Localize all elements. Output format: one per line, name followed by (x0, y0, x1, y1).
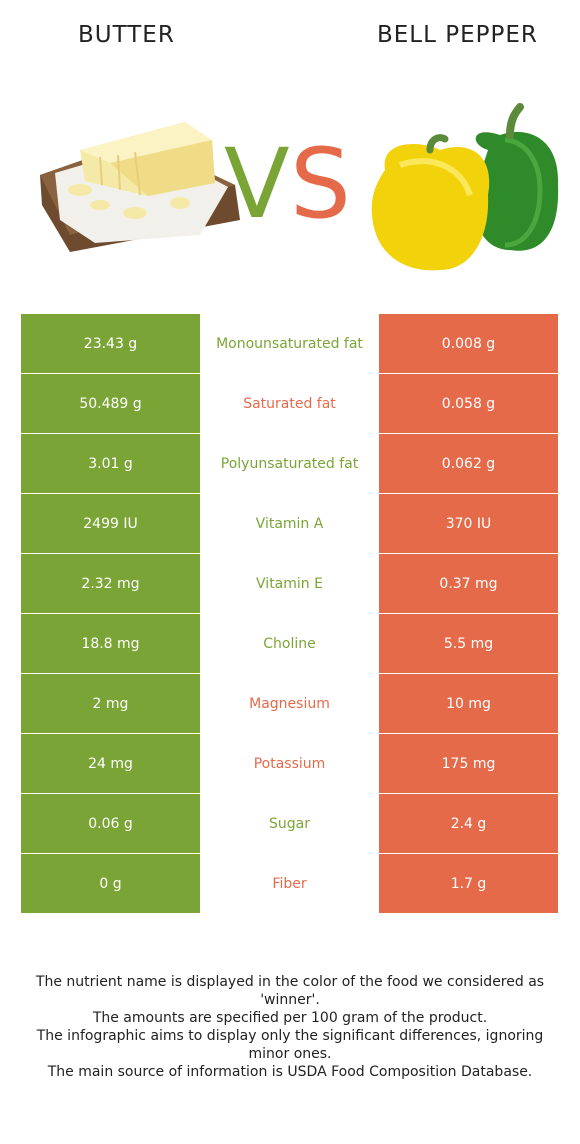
table-row: 18.8 mg Choline 5.5 mg (21, 613, 558, 674)
table-row: 23.43 g Monounsaturated fat 0.008 g (21, 314, 558, 374)
food-title-butter: BUTTER (78, 22, 175, 48)
table-row: 2 mg Magnesium 10 mg (21, 673, 558, 734)
footnote-amounts: The amounts are specified per 100 gram o… (92, 1010, 488, 1026)
butter-value: 0.06 g (21, 793, 200, 854)
butter-value: 2.32 mg (21, 553, 200, 614)
nutrient-name: Sugar (200, 793, 379, 854)
nutrient-name: Vitamin E (200, 553, 379, 614)
bell-pepper-value: 2.4 g (379, 793, 558, 854)
vs-s-letter: S (290, 128, 351, 240)
nutrient-name: Choline (200, 613, 379, 674)
table-row: 2499 IU Vitamin A 370 IU (21, 493, 558, 554)
nutrient-name: Monounsaturated fat (200, 314, 379, 374)
footnote-source: The main source of information is USDA F… (47, 1064, 533, 1080)
bell-pepper-image (371, 103, 559, 271)
footnotes: The nutrient name is displayed in the co… (20, 973, 560, 1081)
butter-value: 50.489 g (21, 373, 200, 434)
nutrient-name: Fiber (200, 853, 379, 914)
table-row: 3.01 g Polyunsaturated fat 0.062 g (21, 433, 558, 494)
footnote-differences: The infographic aims to display only the… (36, 1028, 544, 1062)
nutrient-name: Polyunsaturated fat (200, 433, 379, 494)
bell-pepper-value: 175 mg (379, 733, 558, 794)
nutrient-name: Magnesium (200, 673, 379, 734)
butter-value: 3.01 g (21, 433, 200, 494)
table-row: 0 g Fiber 1.7 g (21, 853, 558, 914)
bell-pepper-value: 0.062 g (379, 433, 558, 494)
hero-images: V S (40, 103, 559, 271)
butter-image (40, 122, 240, 252)
bell-pepper-value: 370 IU (379, 493, 558, 554)
butter-value: 18.8 mg (21, 613, 200, 674)
table-row: 24 mg Potassium 175 mg (21, 733, 558, 794)
bell-pepper-value: 10 mg (379, 673, 558, 734)
nutrient-name: Vitamin A (200, 493, 379, 554)
bell-pepper-value: 0.37 mg (379, 553, 558, 614)
bell-pepper-value: 0.008 g (379, 314, 558, 374)
nutrient-name: Saturated fat (200, 373, 379, 434)
butter-value: 2 mg (21, 673, 200, 734)
bell-pepper-value: 0.058 g (379, 373, 558, 434)
table-row: 2.32 mg Vitamin E 0.37 mg (21, 553, 558, 614)
butter-value: 2499 IU (21, 493, 200, 554)
bell-pepper-value: 1.7 g (379, 853, 558, 914)
food-title-bell-pepper: BELL PEPPER (377, 22, 538, 48)
butter-value: 23.43 g (21, 314, 200, 374)
bell-pepper-value: 5.5 mg (379, 613, 558, 674)
table-row: 50.489 g Saturated fat 0.058 g (21, 373, 558, 434)
comparison-table: 23.43 g Monounsaturated fat 0.008 g 50.489 … (21, 314, 558, 914)
footnote-winner: The nutrient name is displayed in the co… (35, 974, 545, 1008)
vs-v-letter: V (224, 128, 290, 240)
butter-value: 24 mg (21, 733, 200, 794)
butter-value: 0 g (21, 853, 200, 914)
nutrient-name: Potassium (200, 733, 379, 794)
table-row: 0.06 g Sugar 2.4 g (21, 793, 558, 854)
